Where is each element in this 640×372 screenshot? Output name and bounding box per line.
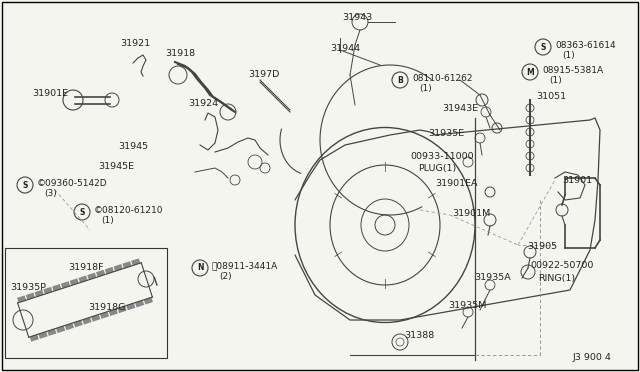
Text: (2): (2) <box>219 272 232 280</box>
Polygon shape <box>131 258 140 266</box>
Text: B: B <box>397 76 403 84</box>
Text: 08363-61614: 08363-61614 <box>555 41 616 49</box>
Text: N: N <box>196 263 204 273</box>
Polygon shape <box>105 267 114 274</box>
Text: ©09360-5142D: ©09360-5142D <box>37 179 108 187</box>
Text: 31918F: 31918F <box>68 263 104 273</box>
Polygon shape <box>79 275 88 283</box>
Text: 31943: 31943 <box>342 13 372 22</box>
Text: 08915-5381A: 08915-5381A <box>542 65 603 74</box>
Polygon shape <box>56 326 65 333</box>
Text: (1): (1) <box>549 76 562 84</box>
Polygon shape <box>122 261 132 269</box>
Text: 31935E: 31935E <box>428 128 464 138</box>
Text: 31905: 31905 <box>527 241 557 250</box>
Text: 31924: 31924 <box>188 99 218 108</box>
Text: S: S <box>22 180 28 189</box>
Polygon shape <box>109 309 118 316</box>
Polygon shape <box>61 281 70 288</box>
Text: 31918: 31918 <box>165 48 195 58</box>
Text: 31944: 31944 <box>330 44 360 52</box>
Polygon shape <box>118 306 127 313</box>
Polygon shape <box>91 314 100 322</box>
Text: 00933-11000: 00933-11000 <box>410 151 474 160</box>
Text: (1): (1) <box>101 215 114 224</box>
Text: 31901M: 31901M <box>452 208 490 218</box>
Text: 31943E: 31943E <box>442 103 478 112</box>
Text: Ⓝ08911-3441A: Ⓝ08911-3441A <box>212 262 278 270</box>
Polygon shape <box>135 300 144 307</box>
Polygon shape <box>52 284 61 291</box>
Text: J3 900 4: J3 900 4 <box>573 353 612 362</box>
Polygon shape <box>26 293 35 300</box>
Polygon shape <box>65 323 74 330</box>
Polygon shape <box>44 287 52 294</box>
Text: 31901EA: 31901EA <box>435 179 477 187</box>
Polygon shape <box>83 317 92 324</box>
Polygon shape <box>100 312 109 319</box>
Text: 31935A: 31935A <box>474 273 511 282</box>
Text: 31051: 31051 <box>536 92 566 100</box>
Bar <box>5 248 167 358</box>
Text: 31935P: 31935P <box>10 283 46 292</box>
Polygon shape <box>96 270 105 277</box>
Polygon shape <box>17 295 26 303</box>
Polygon shape <box>126 303 136 310</box>
Polygon shape <box>29 334 39 341</box>
Text: ©08120-61210: ©08120-61210 <box>94 205 163 215</box>
Text: 31388: 31388 <box>404 331 435 340</box>
Text: 31901: 31901 <box>562 176 592 185</box>
Polygon shape <box>47 329 56 336</box>
Polygon shape <box>87 273 97 280</box>
Polygon shape <box>113 264 123 271</box>
Polygon shape <box>38 331 47 339</box>
Text: (1): (1) <box>562 51 575 60</box>
Text: S: S <box>79 208 84 217</box>
Polygon shape <box>70 278 79 286</box>
Text: 31921: 31921 <box>120 38 150 48</box>
Text: S: S <box>540 42 546 51</box>
Polygon shape <box>74 320 83 327</box>
Text: 08110-61262: 08110-61262 <box>412 74 472 83</box>
Text: PLUG(1): PLUG(1) <box>418 164 456 173</box>
Text: 31945: 31945 <box>118 141 148 151</box>
Text: 31945E: 31945E <box>98 161 134 170</box>
Polygon shape <box>144 297 153 305</box>
Text: M: M <box>526 67 534 77</box>
Polygon shape <box>35 290 44 297</box>
Text: 31918G: 31918G <box>88 304 125 312</box>
Text: 3197D: 3197D <box>248 70 280 78</box>
Text: (3): (3) <box>44 189 57 198</box>
Text: RING(1): RING(1) <box>538 273 575 282</box>
Text: 31901E: 31901E <box>32 89 68 97</box>
Text: 31935M: 31935M <box>448 301 486 311</box>
Text: 00922-50700: 00922-50700 <box>530 262 593 270</box>
Text: (1): (1) <box>419 83 432 93</box>
